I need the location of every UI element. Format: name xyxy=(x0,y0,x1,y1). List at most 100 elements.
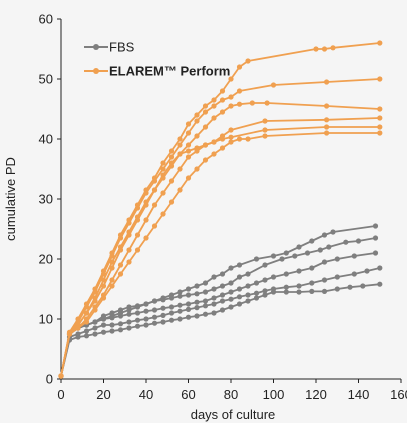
data-point xyxy=(321,232,328,238)
data-point xyxy=(151,178,158,184)
data-point xyxy=(245,136,251,142)
data-point xyxy=(194,166,200,172)
data-point xyxy=(228,296,234,302)
data-point xyxy=(253,295,260,301)
data-point xyxy=(334,286,340,292)
data-point xyxy=(168,160,175,166)
data-point xyxy=(236,301,243,307)
data-point xyxy=(321,46,328,52)
data-point xyxy=(202,124,209,130)
data-point xyxy=(194,118,200,124)
data-point xyxy=(117,235,124,241)
data-point xyxy=(304,250,311,256)
data-point xyxy=(236,286,243,292)
data-point xyxy=(109,277,115,283)
x-tick-label: 140 xyxy=(348,387,370,402)
y-tick-label: 30 xyxy=(39,192,53,207)
series-fbs-7 xyxy=(58,235,379,379)
series-fbs-10 xyxy=(58,281,383,379)
data-point xyxy=(126,311,132,317)
data-point xyxy=(202,289,209,295)
data-point xyxy=(117,307,124,313)
data-point xyxy=(202,157,209,163)
data-point xyxy=(92,325,98,331)
data-point xyxy=(377,115,383,121)
data-point xyxy=(100,329,107,335)
data-point xyxy=(360,283,366,289)
data-point xyxy=(185,286,192,292)
series-line xyxy=(60,126,380,377)
data-point xyxy=(185,130,192,136)
data-point xyxy=(324,124,330,130)
series-elarem-5 xyxy=(58,130,383,379)
data-point xyxy=(143,308,149,314)
data-point xyxy=(100,316,107,322)
data-point xyxy=(270,289,277,295)
data-point xyxy=(177,302,183,308)
y-tick-label: 10 xyxy=(39,312,53,327)
data-point xyxy=(253,280,260,286)
data-point xyxy=(160,305,166,311)
data-point xyxy=(168,148,175,154)
data-point xyxy=(253,290,260,296)
y-axis-label: cumulative PD xyxy=(3,157,18,241)
data-point xyxy=(185,148,192,154)
data-point xyxy=(330,45,336,51)
legend-item: ELAREM™ Perform xyxy=(84,64,230,79)
series-elarem-0 xyxy=(58,40,383,379)
data-point xyxy=(194,299,200,305)
data-point xyxy=(309,280,315,286)
series-lines xyxy=(58,40,383,379)
data-point xyxy=(313,46,319,52)
data-point xyxy=(372,223,379,229)
data-point xyxy=(160,166,166,172)
data-point xyxy=(262,277,268,283)
data-point xyxy=(126,304,132,310)
data-point xyxy=(377,124,383,130)
data-point xyxy=(160,297,166,303)
data-point xyxy=(296,268,302,274)
series-line xyxy=(60,42,380,377)
data-point xyxy=(351,253,357,259)
series-line xyxy=(60,102,380,377)
data-point xyxy=(245,292,251,298)
data-point xyxy=(219,145,226,151)
data-point xyxy=(134,247,141,253)
y-tick-label: 40 xyxy=(39,132,53,147)
data-point xyxy=(117,321,124,327)
data-point xyxy=(177,308,183,314)
data-point xyxy=(219,97,226,103)
data-point xyxy=(168,199,175,205)
data-point xyxy=(109,310,115,316)
data-point xyxy=(109,283,115,289)
data-point xyxy=(75,334,81,340)
data-point xyxy=(66,331,73,337)
data-point xyxy=(83,304,90,310)
data-point xyxy=(270,82,277,88)
data-point xyxy=(117,327,124,333)
data-point xyxy=(75,325,81,331)
data-point xyxy=(160,211,166,217)
data-point xyxy=(377,281,383,287)
data-point xyxy=(109,265,115,271)
data-point xyxy=(283,289,289,295)
data-point xyxy=(211,301,217,307)
data-point xyxy=(160,172,166,178)
data-point xyxy=(100,283,107,289)
data-point xyxy=(211,274,217,280)
data-point xyxy=(211,115,217,121)
data-point xyxy=(219,292,226,298)
data-point xyxy=(134,217,141,223)
data-point xyxy=(202,311,209,317)
data-point xyxy=(355,238,362,244)
data-point xyxy=(185,154,192,160)
data-point xyxy=(211,103,217,109)
x-tick-label: 40 xyxy=(139,387,153,402)
data-point xyxy=(321,277,328,283)
data-point xyxy=(143,235,149,241)
data-point xyxy=(194,283,200,289)
data-point xyxy=(151,307,158,313)
data-point xyxy=(168,154,175,160)
data-point xyxy=(202,109,209,115)
data-point xyxy=(126,259,132,265)
